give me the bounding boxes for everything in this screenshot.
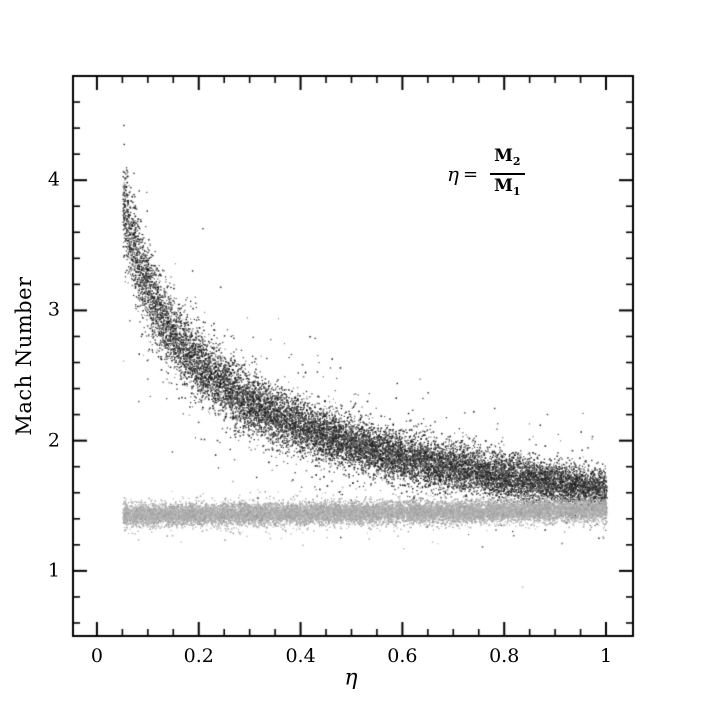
fraction-numerator: M2 — [494, 146, 521, 168]
x-tick-label-0.4: 0.4 — [285, 645, 316, 667]
y-tick-label-2: 2 — [47, 429, 60, 452]
numerator-subscript: 2 — [512, 155, 521, 168]
equals-sign: = — [462, 163, 479, 185]
x-tick-label-0.8: 0.8 — [489, 645, 520, 667]
y-tick-label-3: 3 — [47, 298, 60, 321]
y-tick-label-4: 4 — [47, 168, 60, 191]
eta-symbol: η — [447, 162, 459, 186]
eta-definition-annotation: η = M2 M1 — [447, 146, 525, 202]
fraction-bar — [490, 173, 525, 175]
x-tick-label-0.6: 0.6 — [387, 645, 418, 667]
y-tick-label-1: 1 — [47, 559, 60, 582]
x-axis-label-text: η — [344, 665, 358, 691]
mass-ratio-fraction: M2 M1 — [490, 146, 525, 202]
x-tick-label-0.2: 0.2 — [183, 645, 214, 667]
annotation-lhs: η = — [447, 162, 478, 186]
denominator-subscript: 1 — [512, 185, 521, 198]
x-tick-label-0: 0 — [90, 645, 103, 667]
fraction-denominator: M1 — [494, 176, 521, 198]
x-tick-label-1: 1 — [599, 645, 613, 667]
